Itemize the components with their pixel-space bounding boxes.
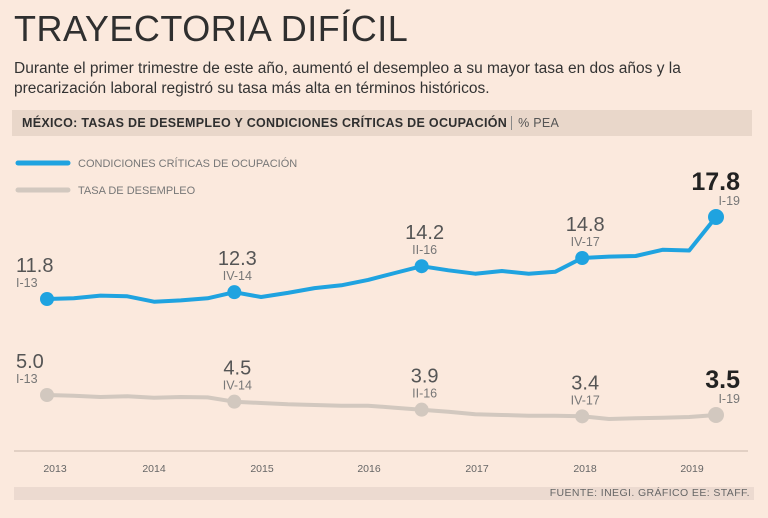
- chart-heading: MÉXICO: TASAS DE DESEMPLEO Y CONDICIONES…: [22, 116, 560, 130]
- period-label-condiciones-criticas-de-ocupacion-i-19: I-19: [718, 194, 740, 208]
- x-tick-label-2015: 2015: [250, 463, 274, 475]
- point-condiciones-criticas-de-ocupacion-iv-14: [227, 285, 242, 300]
- period-label-condiciones-criticas-de-ocupacion-ii-16: II-16: [412, 243, 437, 257]
- chart-heading-text: MÉXICO: TASAS DE DESEMPLEO Y CONDICIONES…: [22, 116, 508, 130]
- x-tick-label-2018: 2018: [573, 463, 597, 475]
- value-label-tasa-de-desempleo-iv-14: 4.5: [223, 358, 251, 380]
- value-label-condiciones-criticas-de-ocupacion-ii-16: 14.2: [405, 222, 444, 244]
- x-tick-label-2013: 2013: [43, 463, 67, 475]
- legend-label-desempleo: TASA DE DESEMPLEO: [78, 185, 196, 197]
- period-label-tasa-de-desempleo-iv-17: IV-17: [571, 393, 600, 407]
- point-tasa-de-desempleo-ii-16: [414, 402, 429, 417]
- value-label-tasa-de-desempleo-iv-17: 3.4: [571, 372, 599, 394]
- series-line-tasa-de-desempleo: [45, 393, 718, 421]
- legend: CONDICIONES CRÍTICAS DE OCUPACIÓN TASA D…: [15, 157, 297, 197]
- period-label-tasa-de-desempleo-i-13: I-13: [16, 372, 38, 386]
- footer-bar: FUENTE: INEGI. GRÁFICO EE: STAFF.: [14, 487, 754, 500]
- period-label-tasa-de-desempleo-iv-14: IV-14: [223, 379, 252, 393]
- point-condiciones-criticas-de-ocupacion-iv-17: [575, 251, 590, 265]
- legend-label-condiciones: CONDICIONES CRÍTICAS DE OCUPACIÓN: [78, 157, 297, 170]
- point-condiciones-criticas-de-ocupacion-ii-16: [414, 259, 429, 274]
- point-tasa-de-desempleo-iv-17: [575, 409, 590, 424]
- data-labels: 11.8I-1312.3IV-1414.2II-1614.8IV-1717.8I…: [16, 168, 740, 407]
- series-line-condiciones-criticas-de-ocupacion: [45, 215, 718, 304]
- point-condiciones-criticas-de-ocupacion-i-19: [708, 209, 724, 225]
- x-axis-ticks: 2013 2014 2015 2016 2017 2018 2019: [43, 463, 704, 475]
- period-label-condiciones-criticas-de-ocupacion-iv-14: IV-14: [223, 269, 252, 283]
- chart-unit: % PEA: [511, 116, 560, 130]
- value-label-condiciones-criticas-de-ocupacion-i-19: 17.8: [691, 168, 740, 196]
- value-label-condiciones-criticas-de-ocupacion-iv-17: 14.8: [566, 214, 605, 236]
- period-label-condiciones-criticas-de-ocupacion-i-13: I-13: [16, 276, 38, 290]
- x-tick-label-2019: 2019: [680, 463, 704, 475]
- value-label-tasa-de-desempleo-ii-16: 3.9: [411, 366, 439, 388]
- period-label-condiciones-criticas-de-ocupacion-iv-17: IV-17: [571, 235, 600, 249]
- series-lines: [40, 209, 724, 424]
- chart-subtitle: Durante el primer trimestre de este año,…: [14, 60, 681, 97]
- point-tasa-de-desempleo-i-19: [708, 407, 724, 423]
- value-label-tasa-de-desempleo-i-13: 5.0: [16, 351, 44, 373]
- chart-title: TRAYECTORIA DIFÍCIL: [14, 8, 409, 49]
- source-note: FUENTE: INEGI. GRÁFICO EE: STAFF.: [549, 487, 750, 499]
- value-label-condiciones-criticas-de-ocupacion-i-13: 11.8: [16, 255, 53, 277]
- point-tasa-de-desempleo-iv-14: [227, 394, 242, 409]
- x-tick-label-2017: 2017: [465, 463, 489, 475]
- point-tasa-de-desempleo-i-13: [40, 388, 54, 402]
- value-label-condiciones-criticas-de-ocupacion-iv-14: 12.3: [218, 248, 257, 270]
- value-label-tasa-de-desempleo-i-19: 3.5: [705, 366, 740, 394]
- chart-header-bar: MÉXICO: TASAS DE DESEMPLEO Y CONDICIONES…: [12, 110, 752, 136]
- period-label-tasa-de-desempleo-i-19: I-19: [718, 392, 740, 406]
- period-label-tasa-de-desempleo-ii-16: II-16: [412, 387, 437, 401]
- point-condiciones-criticas-de-ocupacion-i-13: [40, 292, 54, 306]
- x-tick-label-2014: 2014: [142, 463, 166, 475]
- x-tick-label-2016: 2016: [357, 463, 381, 475]
